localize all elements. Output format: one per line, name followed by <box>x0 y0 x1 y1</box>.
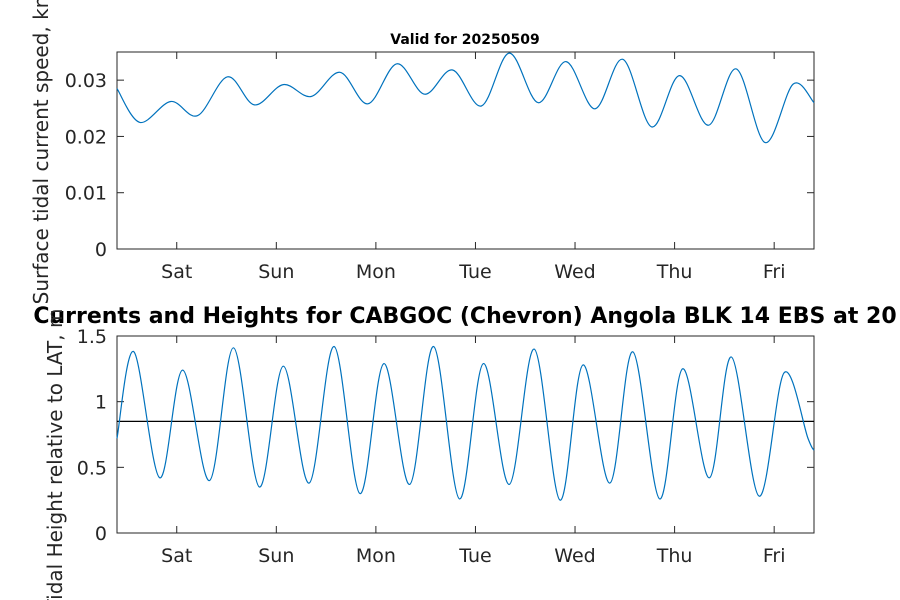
current-y-tick-label: 0.02 <box>65 126 107 148</box>
current-x-tick-label: Thu <box>656 261 693 283</box>
height-x-tick-label: Sat <box>161 545 192 567</box>
current-x-tick-label: Mon <box>356 261 396 283</box>
height-x-ticks: Sat Sun Mon Tue Wed Thu Fri <box>161 336 785 567</box>
height-x-tick-label: Thu <box>656 545 693 567</box>
tidal-height-panel: Currents and Heights for CABGOC (Chevron… <box>33 304 896 600</box>
height-y-tick-label: 0.5 <box>77 457 107 479</box>
current-plot-area <box>116 52 815 144</box>
height-y-tick-label: 0 <box>95 523 107 545</box>
current-y-axis-label: Surface tidal current speed, kn <box>29 0 53 304</box>
height-x-tick-label: Sun <box>258 545 294 567</box>
height-panel-title: Currents and Heights for CABGOC (Chevron… <box>33 304 896 329</box>
height-series-line <box>116 345 815 501</box>
current-x-ticks: Sat Sun Mon Tue Wed Thu Fri <box>161 52 785 283</box>
current-x-tick-label: Tue <box>458 261 491 283</box>
current-y-tick-label: 0.01 <box>65 183 107 205</box>
current-x-tick-label: Sat <box>161 261 192 283</box>
current-x-tick-label: Wed <box>554 261 595 283</box>
height-y-tick-label: 1.5 <box>77 326 107 348</box>
height-x-tick-label: Fri <box>763 545 786 567</box>
current-panel-title: Valid for 20250509 <box>390 32 539 48</box>
height-x-tick-label: Wed <box>554 545 595 567</box>
current-y-ticks: 0 0.01 0.02 0.03 <box>65 70 814 261</box>
height-x-tick-label: Mon <box>356 545 396 567</box>
height-y-axis-label: Tidal Height relative to LAT, m <box>43 309 67 600</box>
height-axes-box <box>116 335 815 534</box>
height-y-tick-label: 1 <box>95 392 107 414</box>
current-series-line <box>116 52 815 144</box>
current-speed-panel: Valid for 20250509 Surface tidal current… <box>29 0 815 304</box>
current-y-tick-label: 0.03 <box>65 70 107 92</box>
height-plot-area <box>116 345 815 501</box>
current-y-tick-label: 0 <box>95 239 107 261</box>
current-axes-box <box>116 51 815 250</box>
height-y-ticks: 0 0.5 1 1.5 <box>77 326 814 545</box>
current-x-tick-label: Fri <box>763 261 786 283</box>
height-x-tick-label: Tue <box>458 545 491 567</box>
current-x-tick-label: Sun <box>258 261 294 283</box>
